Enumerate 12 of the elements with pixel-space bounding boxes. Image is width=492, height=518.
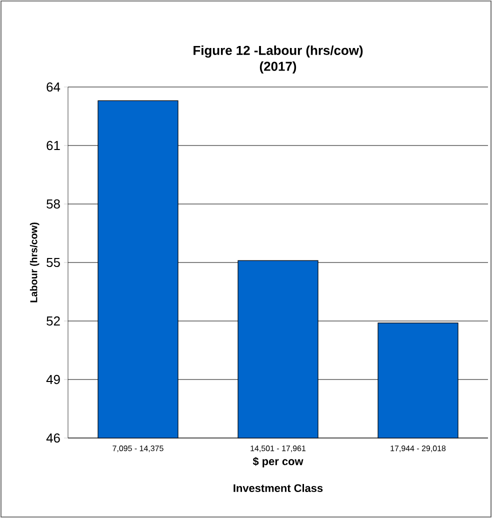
y-tick-label: 52 bbox=[46, 316, 60, 326]
chart-subtitle: (2017) bbox=[260, 61, 296, 74]
text: Investment Class bbox=[234, 484, 323, 492]
y-tick-label: 61 bbox=[46, 140, 60, 150]
y-tick-label: 64 bbox=[46, 82, 60, 92]
chart-title: Figure 12 -Labour (hrs/cow) bbox=[194, 45, 363, 58]
y-axis-title: Labour (hrs/cow) bbox=[30, 222, 40, 302]
y-tick-label: 46 bbox=[46, 433, 60, 443]
y-tick-label: 55 bbox=[46, 258, 60, 268]
x-axis-title: $ per cow bbox=[252, 456, 304, 468]
y-tick-label: 58 bbox=[46, 199, 60, 209]
y-tick-label: 49 bbox=[46, 374, 60, 384]
